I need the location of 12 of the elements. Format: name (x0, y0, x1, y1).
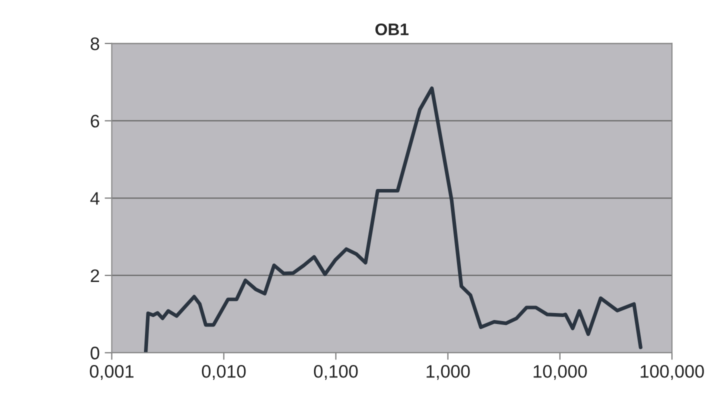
y-tick-label: 6 (90, 114, 100, 128)
y-tick-label: 8 (90, 37, 100, 50)
x-tick-label: 0,010 (202, 365, 246, 380)
x-tick-label: 100,000 (640, 365, 704, 380)
x-tick-label: 10,000 (534, 365, 587, 380)
y-tick-label: 2 (90, 269, 100, 282)
x-tick-label: 0,100 (314, 365, 358, 380)
x-tick-label: 1,000 (426, 365, 470, 380)
y-tick-label: 0 (90, 346, 100, 360)
x-tick-label: 0,001 (90, 365, 134, 380)
chart-title: OB1 (375, 24, 409, 36)
y-tick-label: 4 (90, 192, 100, 205)
